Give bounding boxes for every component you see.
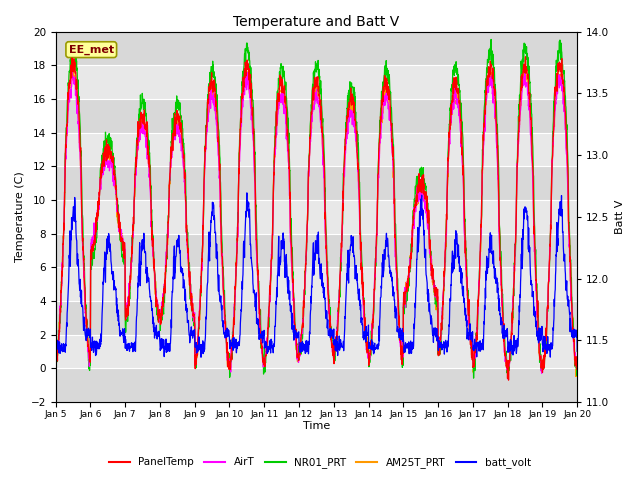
Bar [56,267,577,301]
Bar [56,32,577,65]
Bar [56,99,577,132]
Bar [56,368,577,402]
Bar [56,166,577,200]
Bar [56,335,577,368]
Title: Temperature and Batt V: Temperature and Batt V [234,15,399,29]
Bar [56,200,577,234]
Bar [56,234,577,267]
Y-axis label: Batt V: Batt V [615,200,625,234]
Legend: PanelTemp, AirT, NR01_PRT, AM25T_PRT, batt_volt: PanelTemp, AirT, NR01_PRT, AM25T_PRT, ba… [105,453,535,472]
Y-axis label: Temperature (C): Temperature (C) [15,171,25,262]
Bar [56,301,577,335]
Bar [56,65,577,99]
X-axis label: Time: Time [303,421,330,432]
Bar [56,132,577,166]
Text: EE_met: EE_met [68,45,114,55]
